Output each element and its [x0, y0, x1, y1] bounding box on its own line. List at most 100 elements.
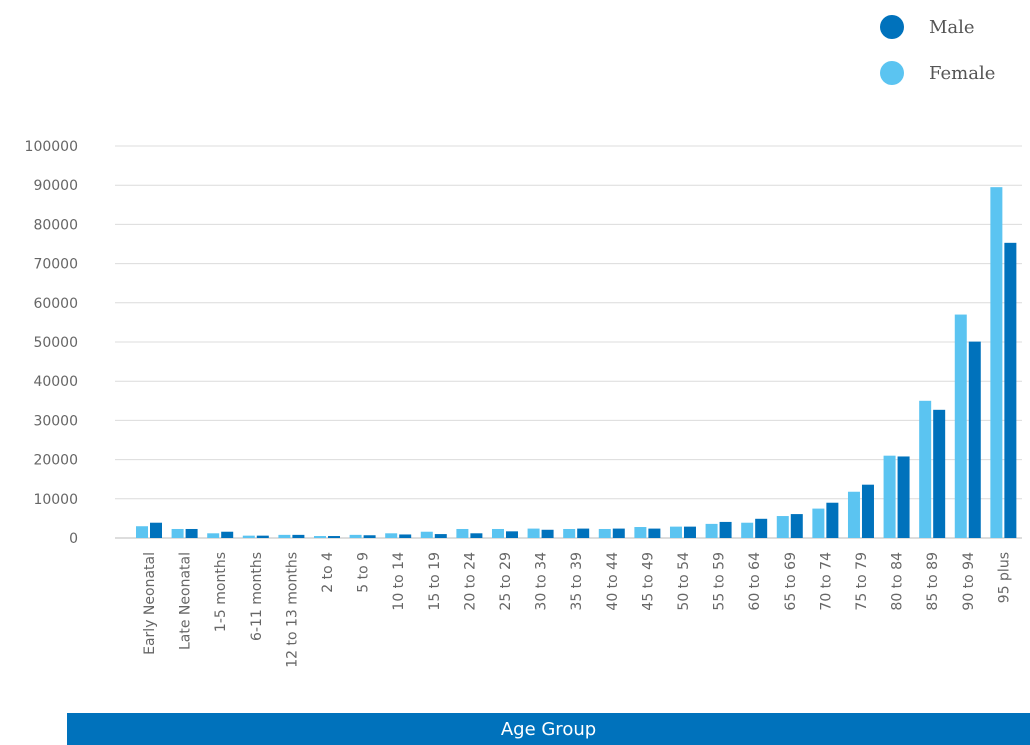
- bar-male: [185, 528, 198, 538]
- x-tick-label: 1-5 months: [213, 552, 229, 632]
- y-tick-label: 70000: [33, 257, 78, 273]
- x-tick-label: 60 to 64: [747, 552, 763, 611]
- x-tick-label: 70 to 74: [818, 552, 834, 611]
- bar-male: [150, 522, 162, 538]
- legend-label-female: Female: [929, 62, 996, 84]
- y-axis-ticks: 0 10000 20000 30000 40000 50000 60000 70000 8000…: [25, 139, 78, 547]
- x-tick-label: 85 to 89: [925, 552, 941, 611]
- bar-female: [919, 400, 932, 538]
- bar-female: [669, 526, 682, 538]
- x-tick-label: 12 to 13 months: [284, 552, 300, 668]
- x-tick-label: 55 to 59: [712, 552, 728, 611]
- x-tick-label: 35 to 39: [569, 552, 585, 611]
- x-tick-label: 30 to 34: [534, 552, 550, 611]
- x-tick-label: 40 to 44: [605, 552, 621, 611]
- x-axis-ticks: Early Neonatal Late Neonatal 1-5 months 6-1…: [142, 552, 1012, 668]
- bar-male: [577, 528, 590, 538]
- bar-female: [242, 535, 255, 538]
- legend-swatch-male: [880, 15, 904, 39]
- bar-female: [136, 526, 148, 538]
- bar-male: [790, 514, 803, 538]
- bar-female: [385, 533, 398, 538]
- y-tick-label: 0: [69, 531, 78, 547]
- bar-female: [812, 508, 825, 538]
- bar-male: [470, 533, 483, 538]
- x-tick-label: 15 to 19: [427, 552, 443, 611]
- bar-male: [861, 484, 874, 538]
- y-tick-label: 20000: [33, 453, 78, 469]
- x-axis-title: Age Group: [500, 718, 597, 740]
- bar-female: [883, 455, 896, 538]
- bar-female: [278, 534, 291, 538]
- bar-male: [327, 536, 340, 538]
- legend-swatch-female: [880, 61, 904, 85]
- bar-male: [968, 341, 981, 538]
- x-tick-label: 5 to 9: [356, 552, 372, 593]
- bar-male: [648, 528, 661, 538]
- x-tick-label: 95 plus: [996, 552, 1012, 603]
- bar-male: [933, 409, 946, 538]
- y-tick-label: 80000: [33, 217, 78, 233]
- bar-male: [755, 518, 768, 538]
- y-tick-label: 60000: [33, 296, 78, 312]
- bar-male: [719, 521, 732, 538]
- bar-female: [527, 528, 540, 538]
- bar-female: [741, 522, 754, 538]
- y-tick-label: 10000: [33, 492, 78, 508]
- x-tick-label: Late Neonatal: [178, 552, 194, 650]
- legend-item-female: Female: [880, 58, 995, 88]
- x-tick-label: 2 to 4: [320, 552, 336, 593]
- x-tick-label: 80 to 84: [890, 552, 906, 611]
- bar-female: [598, 528, 611, 538]
- bar-female: [171, 528, 184, 538]
- bar-male: [363, 535, 376, 538]
- bar-female: [847, 491, 860, 538]
- x-tick-label: 50 to 54: [676, 552, 692, 611]
- bar-male: [897, 456, 910, 538]
- x-tick-label: Early Neonatal: [142, 552, 158, 655]
- y-tick-label: 30000: [33, 413, 78, 429]
- bar-male: [434, 534, 447, 538]
- bar-male: [612, 528, 625, 538]
- bar-male: [292, 534, 305, 538]
- bar-female: [634, 527, 647, 538]
- bar-female: [776, 516, 789, 538]
- y-tick-label: 40000: [33, 374, 78, 390]
- x-tick-label: 10 to 14: [391, 552, 407, 611]
- bar-male: [541, 529, 554, 538]
- bar-female: [705, 523, 718, 538]
- x-axis-title-banner: Age Group: [67, 713, 1030, 745]
- bar-female: [563, 528, 576, 538]
- y-tick-label: 100000: [25, 139, 78, 155]
- bar-male: [826, 502, 839, 538]
- x-tick-label: 45 to 49: [640, 552, 656, 611]
- y-tick-label: 50000: [33, 335, 78, 351]
- x-tick-label: 65 to 69: [783, 552, 799, 611]
- legend: Male Female: [880, 10, 1020, 90]
- bar-female: [990, 187, 1003, 538]
- legend-item-male: Male: [880, 12, 975, 42]
- y-tick-label: 90000: [33, 178, 78, 194]
- bar-female: [491, 528, 504, 538]
- bar-male: [256, 535, 269, 538]
- bar-female: [313, 536, 326, 538]
- bar-male: [399, 534, 412, 538]
- bar-female: [420, 531, 433, 538]
- x-tick-label: 20 to 24: [462, 552, 478, 611]
- bar-female: [349, 534, 362, 538]
- bar-male: [505, 531, 518, 538]
- bar-female: [456, 528, 469, 538]
- x-tick-label: 6-11 months: [249, 552, 265, 641]
- bar-male: [683, 526, 696, 538]
- legend-label-male: Male: [929, 16, 975, 38]
- bar-female: [207, 533, 220, 538]
- bar-male: [1004, 242, 1017, 538]
- bar-female: [954, 314, 967, 538]
- bars: [136, 187, 1017, 538]
- bar-male: [221, 531, 234, 538]
- x-tick-label: 90 to 94: [961, 552, 977, 611]
- grid-lines: [115, 145, 1022, 539]
- x-tick-label: 75 to 79: [854, 552, 870, 611]
- x-tick-label: 25 to 29: [498, 552, 514, 611]
